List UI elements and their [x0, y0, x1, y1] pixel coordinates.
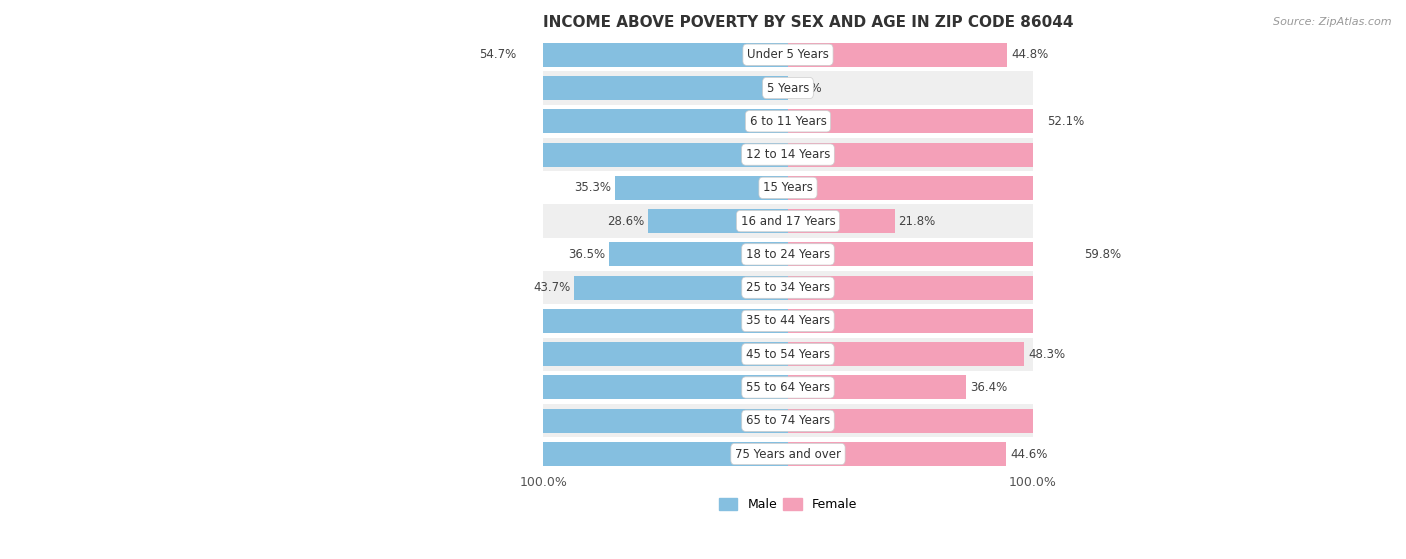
Text: 54.7%: 54.7%: [479, 48, 516, 61]
Text: 25 to 34 Years: 25 to 34 Years: [747, 281, 830, 294]
Text: 36.4%: 36.4%: [970, 381, 1007, 394]
Text: 64.8%: 64.8%: [478, 348, 520, 361]
Text: 35.3%: 35.3%: [575, 181, 612, 195]
Bar: [471, 342, 787, 366]
Text: 28.6%: 28.6%: [607, 215, 644, 228]
Text: 100.0%: 100.0%: [307, 82, 356, 94]
Text: 43.7%: 43.7%: [533, 281, 571, 294]
Text: 16 and 17 Years: 16 and 17 Years: [741, 215, 835, 228]
Bar: [787, 409, 1166, 433]
Bar: [787, 176, 1081, 200]
Text: Source: ZipAtlas.com: Source: ZipAtlas.com: [1274, 17, 1392, 27]
Bar: [415, 409, 787, 433]
Text: 65.4%: 65.4%: [475, 148, 516, 161]
Text: 60.0%: 60.0%: [1033, 181, 1074, 195]
Bar: [648, 209, 787, 233]
Bar: [443, 110, 787, 133]
Bar: [787, 309, 1201, 333]
Text: 55 to 64 Years: 55 to 64 Years: [747, 381, 830, 394]
Bar: [787, 110, 1043, 133]
Bar: [405, 309, 787, 333]
Bar: [544, 138, 1032, 171]
Text: 76.3%: 76.3%: [422, 414, 463, 427]
Bar: [787, 342, 1024, 366]
Bar: [544, 371, 1032, 404]
Text: 12 to 14 Years: 12 to 14 Years: [745, 148, 830, 161]
Bar: [787, 209, 894, 233]
Bar: [787, 442, 1007, 466]
Bar: [468, 143, 787, 167]
Text: 75 Years and over: 75 Years and over: [735, 448, 841, 461]
Text: 72.0%: 72.0%: [1092, 148, 1133, 161]
Text: 21.8%: 21.8%: [898, 215, 936, 228]
Bar: [544, 338, 1032, 371]
Text: 44.8%: 44.8%: [1011, 48, 1049, 61]
Bar: [544, 171, 1032, 205]
Text: 5 Years: 5 Years: [766, 82, 810, 94]
Text: 60.3%: 60.3%: [501, 381, 541, 394]
Bar: [456, 442, 787, 466]
Text: 52.1%: 52.1%: [1046, 115, 1084, 128]
Bar: [299, 76, 787, 100]
Text: Under 5 Years: Under 5 Years: [747, 48, 830, 61]
Bar: [787, 376, 966, 400]
Bar: [616, 176, 787, 200]
Text: 65.4%: 65.4%: [1059, 281, 1101, 294]
Text: 15 Years: 15 Years: [763, 181, 813, 195]
Bar: [520, 43, 787, 67]
Bar: [544, 72, 1032, 105]
Bar: [787, 143, 1140, 167]
Text: 36.5%: 36.5%: [568, 248, 606, 261]
Text: 45 to 54 Years: 45 to 54 Years: [747, 348, 830, 361]
Bar: [544, 304, 1032, 338]
Bar: [544, 38, 1032, 72]
Text: 70.5%: 70.5%: [450, 115, 492, 128]
Text: 65 to 74 Years: 65 to 74 Years: [745, 414, 830, 427]
Text: 77.1%: 77.1%: [1116, 414, 1157, 427]
Text: 59.8%: 59.8%: [1084, 248, 1122, 261]
Bar: [544, 105, 1032, 138]
Text: 6 to 11 Years: 6 to 11 Years: [749, 115, 827, 128]
Bar: [574, 276, 787, 300]
Bar: [787, 243, 1080, 266]
Text: 0.0%: 0.0%: [792, 82, 821, 94]
Text: 67.9%: 67.9%: [464, 448, 505, 461]
Bar: [787, 276, 1108, 300]
Text: 78.2%: 78.2%: [413, 314, 454, 328]
Text: INCOME ABOVE POVERTY BY SEX AND AGE IN ZIP CODE 86044: INCOME ABOVE POVERTY BY SEX AND AGE IN Z…: [544, 15, 1074, 30]
Bar: [544, 271, 1032, 304]
Text: 35 to 44 Years: 35 to 44 Years: [747, 314, 830, 328]
Text: 44.6%: 44.6%: [1010, 448, 1047, 461]
Bar: [609, 243, 787, 266]
Bar: [544, 205, 1032, 238]
Bar: [787, 43, 1007, 67]
Bar: [544, 404, 1032, 437]
Legend: Male, Female: Male, Female: [714, 493, 862, 517]
Bar: [494, 376, 787, 400]
Bar: [544, 238, 1032, 271]
Text: 18 to 24 Years: 18 to 24 Years: [745, 248, 830, 261]
Bar: [544, 437, 1032, 471]
Text: 48.3%: 48.3%: [1028, 348, 1066, 361]
Text: 84.4%: 84.4%: [1153, 314, 1194, 328]
